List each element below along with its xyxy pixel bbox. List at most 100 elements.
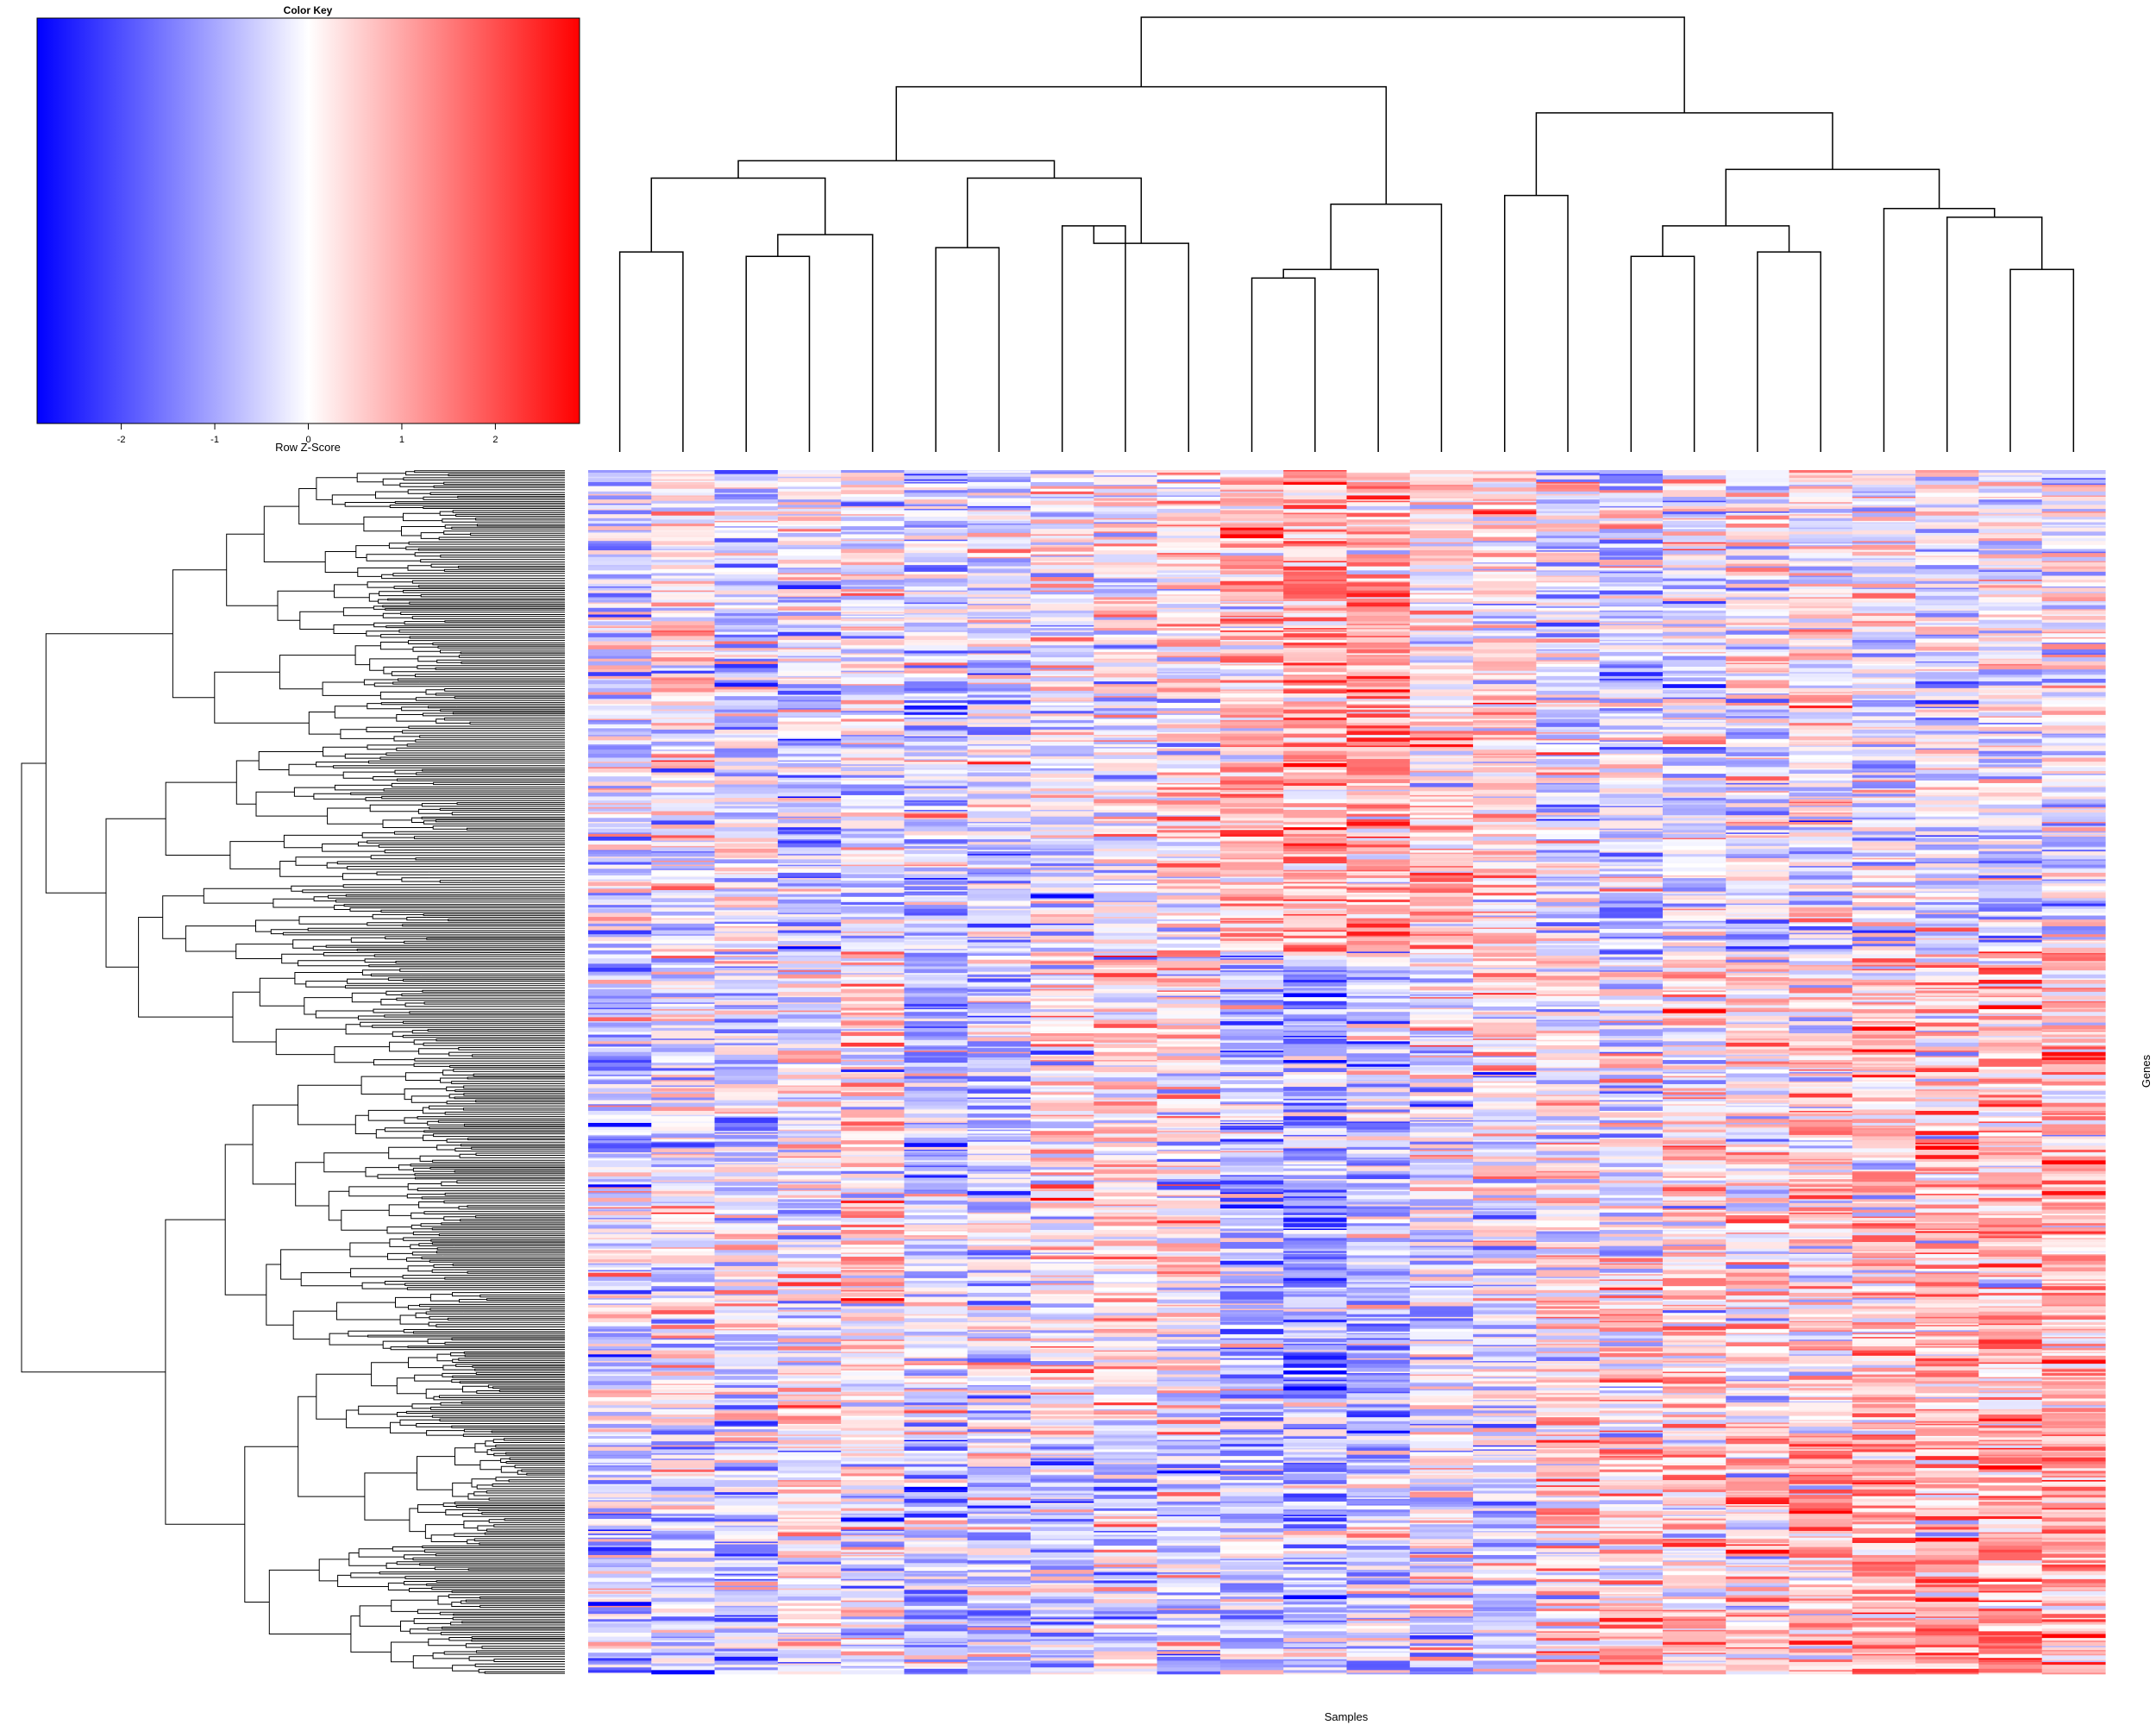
- heatmap-cell: [714, 757, 779, 762]
- heatmap-cell: [714, 1553, 779, 1557]
- heatmap-cell: [714, 1116, 779, 1119]
- heatmap-cell: [1094, 1383, 1158, 1387]
- heatmap-cell: [714, 726, 779, 731]
- heatmap-cell: [1031, 863, 1094, 867]
- heatmap-cell: [714, 1069, 779, 1071]
- heatmap-cell: [1156, 1083, 1221, 1088]
- heatmap-cell: [588, 887, 652, 889]
- heatmap-cell: [904, 1179, 968, 1181]
- heatmap-cell: [714, 546, 779, 551]
- color-key-title: Color Key: [284, 4, 333, 16]
- heatmap-cell: [1156, 1364, 1221, 1365]
- heatmap-cell: [1219, 1509, 1284, 1515]
- heatmap-cell: [1094, 1434, 1158, 1437]
- heatmap-cell: [1219, 1226, 1284, 1229]
- heatmap-cell: [714, 1075, 779, 1076]
- heatmap-cell: [714, 827, 779, 832]
- heatmap-cell: [714, 894, 779, 898]
- heatmap-cell: [841, 843, 906, 848]
- heatmap-cell: [714, 1224, 779, 1228]
- heatmap-cell: [588, 1009, 652, 1014]
- heatmap-cell: [588, 1357, 652, 1362]
- heatmap-cell: [777, 1388, 842, 1393]
- heatmap-cell: [967, 1466, 1031, 1469]
- heatmap-cell: [588, 1374, 652, 1377]
- heatmap-cell: [777, 1033, 842, 1038]
- heatmap-cell: [1094, 1153, 1158, 1156]
- heatmap-cell: [1219, 508, 1284, 511]
- heatmap-cell: [588, 1295, 652, 1299]
- heatmap-cell: [967, 1120, 1031, 1124]
- heatmap-cell: [1156, 1578, 1221, 1580]
- heatmap-cell: [777, 1012, 842, 1015]
- heatmap-cell: [1156, 1257, 1221, 1258]
- heatmap-cell: [1094, 1032, 1158, 1034]
- heatmap-cell: [1156, 837, 1221, 840]
- heatmap-cell: [714, 1542, 779, 1545]
- heatmap-cell: [1219, 1532, 1284, 1535]
- heatmap-cell: [1031, 1044, 1094, 1047]
- heatmap-cell: [714, 1453, 779, 1455]
- heatmap-cell: [967, 1643, 1031, 1646]
- heatmap-cell: [588, 1179, 652, 1182]
- heatmap-cell: [651, 993, 716, 998]
- heatmap-cell: [967, 1320, 1031, 1323]
- heatmap-cell: [588, 1276, 652, 1282]
- heatmap-cell: [904, 568, 968, 570]
- heatmap-cell: [1219, 1291, 1284, 1296]
- heatmap-cell: [1031, 1095, 1094, 1098]
- heatmap-cell: [1156, 1381, 1221, 1386]
- heatmap-cell: [1094, 1366, 1158, 1370]
- heatmap-cell: [1156, 568, 1221, 571]
- heatmap-cell: [1031, 860, 1094, 864]
- heatmap-cell: [651, 1138, 716, 1142]
- heatmap-cell: [1156, 1133, 1221, 1138]
- heatmap-cell: [714, 668, 779, 673]
- column-dendrogram-branch: [1725, 168, 1940, 226]
- heatmap-cell: [588, 628, 652, 631]
- heatmap-cell: [714, 1369, 779, 1371]
- heatmap-cell: [841, 1558, 906, 1561]
- heatmap-cell: [651, 1632, 716, 1637]
- heatmap-cell: [904, 963, 968, 967]
- heatmap-cell: [1156, 1151, 1221, 1154]
- heatmap-cell: [1031, 903, 1094, 908]
- heatmap-cell: [651, 895, 716, 899]
- row-dendrogram-branch: [172, 470, 565, 883]
- heatmap-cell: [777, 1603, 842, 1607]
- heatmap-cell: [1219, 470, 1284, 474]
- heatmap-cell: [651, 599, 716, 603]
- heatmap-cell: [967, 852, 1031, 855]
- heatmap-cell: [651, 1224, 716, 1228]
- heatmap-cell: [1156, 1427, 1221, 1433]
- heatmap-cell: [841, 490, 906, 495]
- heatmap-cell: [1094, 906, 1158, 911]
- heatmap-cell: [588, 1158, 652, 1161]
- heatmap-cell: [588, 1401, 652, 1406]
- heatmap-cell: [588, 899, 652, 904]
- heatmap-cell: [1094, 786, 1158, 791]
- heatmap-cell: [904, 1009, 968, 1013]
- heatmap-cell: [1031, 1338, 1094, 1342]
- heatmap-cell: [777, 1662, 842, 1664]
- heatmap-cell: [588, 1366, 652, 1370]
- heatmap-cell: [1031, 713, 1094, 717]
- heatmap-cell: [967, 1584, 1031, 1586]
- heatmap-cell: [714, 1131, 779, 1133]
- heatmap-cell: [841, 704, 906, 709]
- heatmap-cell: [1156, 848, 1221, 850]
- heatmap-cell: [1031, 530, 1094, 535]
- heatmap-cell: [967, 1292, 1031, 1295]
- heatmap-cell: [904, 827, 968, 832]
- heatmap-cell: [777, 1653, 842, 1659]
- heatmap-cell: [588, 621, 652, 626]
- heatmap-cell: [967, 755, 1031, 758]
- heatmap-cell: [841, 760, 906, 765]
- heatmap-cell: [651, 1251, 716, 1255]
- heatmap-cell: [904, 1615, 968, 1620]
- heatmap-cell: [714, 510, 779, 512]
- heatmap-cell: [588, 1075, 652, 1076]
- heatmap-cell: [777, 1133, 842, 1137]
- heatmap-cell: [588, 869, 652, 874]
- heatmap-cell: [777, 1184, 842, 1189]
